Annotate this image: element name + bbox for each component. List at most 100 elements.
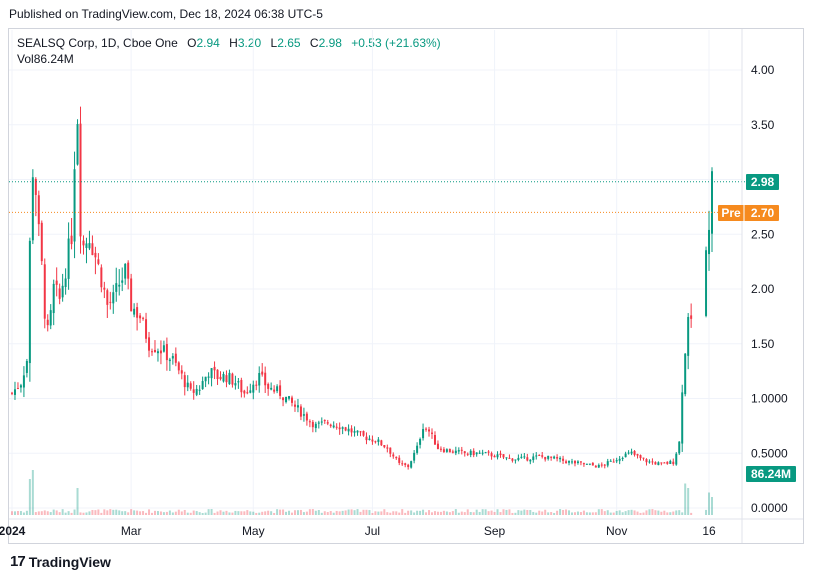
- candle-body: [550, 456, 553, 458]
- volume-bar: [705, 509, 708, 515]
- candle-body: [288, 396, 291, 399]
- volume-bar: [186, 512, 189, 515]
- candle-body: [380, 440, 383, 446]
- tradingview-brand: TradingView: [28, 553, 111, 570]
- volume-bar: [296, 510, 299, 515]
- candle-body: [109, 301, 112, 303]
- volume-bar: [684, 483, 687, 515]
- candle-body: [687, 316, 690, 356]
- volume-bar: [609, 512, 612, 515]
- chart-frame[interactable]: [8, 28, 804, 544]
- volume-bar: [502, 509, 505, 515]
- candle-body: [460, 449, 463, 451]
- candle-body: [159, 350, 162, 354]
- candle-body: [213, 366, 216, 371]
- candle-body: [514, 459, 517, 461]
- volume-bar: [177, 509, 180, 515]
- candle-body: [314, 423, 317, 429]
- candle-body: [16, 388, 19, 390]
- candle-body: [591, 462, 594, 466]
- volume-bar: [243, 511, 246, 515]
- volume-bar: [34, 512, 37, 515]
- volume-bar: [588, 512, 591, 515]
- volume-bar: [657, 510, 660, 515]
- volume-bar: [431, 512, 433, 515]
- volume-bar: [213, 512, 216, 515]
- candle-body: [568, 461, 571, 463]
- volume-bar: [413, 512, 416, 515]
- volume-bar: [553, 512, 556, 515]
- volume-bar: [389, 512, 392, 515]
- volume-bar: [550, 512, 553, 515]
- volume-bar: [630, 509, 633, 515]
- volume-bar: [228, 512, 231, 515]
- volume-bar: [64, 512, 67, 515]
- candle-body: [469, 450, 472, 456]
- candle-body: [487, 451, 490, 453]
- candle-body: [395, 456, 398, 459]
- candle-body: [100, 267, 103, 288]
- candle-body: [678, 441, 681, 454]
- candle-body: [293, 404, 296, 407]
- candle-body: [392, 454, 395, 457]
- candle-body: [621, 457, 624, 459]
- candle-body: [25, 360, 28, 373]
- volume-bar: [153, 510, 156, 515]
- symbol-label[interactable]: SEALSQ Corp, 1D, Cboe One: [17, 36, 178, 50]
- candle-body: [582, 463, 585, 465]
- volume-bar: [678, 510, 681, 515]
- volume-bar: [404, 512, 407, 515]
- candle-body: [565, 461, 568, 463]
- volume-bar: [118, 510, 121, 515]
- volume-bar: [261, 511, 264, 515]
- candle-body: [168, 359, 171, 362]
- volume-bar: [523, 509, 526, 515]
- tradingview-logo[interactable]: 17 TradingView: [10, 553, 111, 570]
- candle-body: [553, 456, 556, 459]
- volume-bar: [341, 510, 344, 515]
- volume-bar: [222, 511, 225, 515]
- candle-body: [624, 453, 627, 458]
- volume-bar: [499, 512, 502, 515]
- volume-bar: [234, 510, 237, 515]
- volume-bar: [353, 510, 356, 515]
- candle-body: [246, 392, 249, 394]
- candle-body: [139, 315, 142, 319]
- volume-bar: [633, 510, 636, 515]
- candle-body: [636, 454, 639, 456]
- candle-body: [356, 430, 359, 433]
- candle-body: [151, 351, 153, 353]
- candle-body: [183, 375, 186, 388]
- candle-body: [422, 429, 425, 439]
- volume-bar: [198, 512, 201, 515]
- candle-body: [642, 457, 645, 459]
- volume-bar: [264, 511, 267, 515]
- y-tick-label: 4.00: [751, 63, 775, 77]
- candle-body: [61, 285, 64, 298]
- chart-legend: SEALSQ Corp, 1D, Cboe One O2.94 H3.20 L2…: [17, 35, 441, 51]
- candle-body: [496, 454, 499, 458]
- volume-bar: [299, 509, 302, 515]
- volume-bar: [565, 509, 568, 515]
- volume-bar: [511, 512, 514, 515]
- candle-body: [445, 449, 448, 452]
- candle-body: [627, 452, 630, 454]
- candle-body: [618, 458, 621, 461]
- volume-bar: [401, 509, 404, 515]
- candle-body: [341, 427, 344, 429]
- volume-bar: [544, 509, 547, 515]
- volume-bar: [514, 512, 517, 515]
- volume-bar: [666, 512, 669, 515]
- candle-body: [243, 390, 246, 394]
- candle-body: [58, 288, 61, 299]
- volume-bar: [687, 488, 690, 515]
- candle-body: [556, 457, 559, 459]
- candle-body: [270, 387, 273, 390]
- volume-bar: [428, 510, 431, 515]
- volume-bar: [43, 510, 46, 515]
- candle-body: [124, 263, 127, 279]
- volume-bar: [91, 509, 94, 515]
- x-tick-label: Mar: [121, 524, 142, 538]
- volume-legend: Vol86.24M: [17, 51, 74, 67]
